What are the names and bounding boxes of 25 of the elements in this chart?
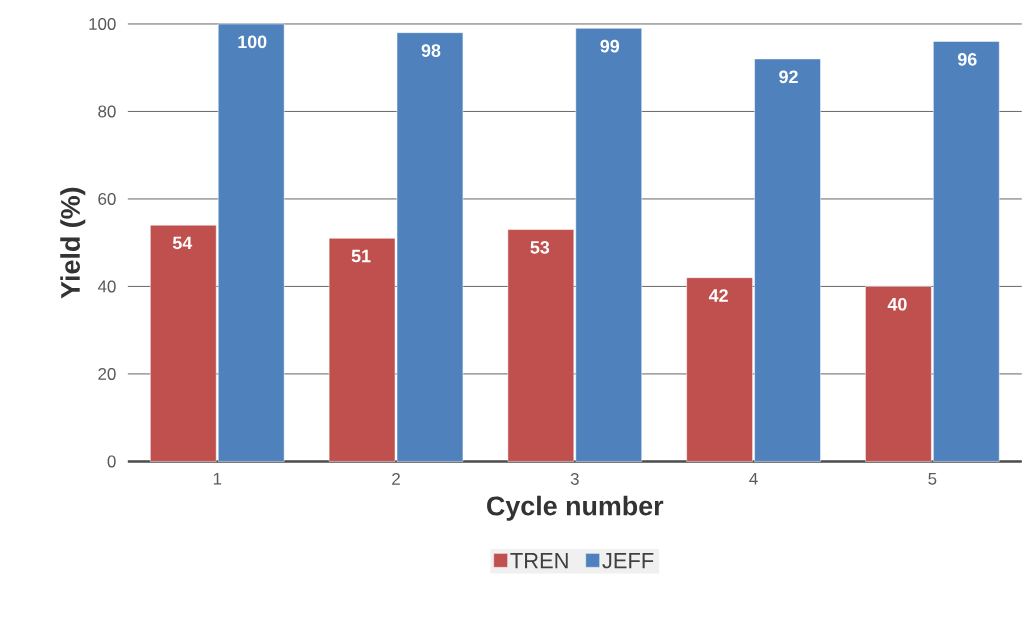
y-tick-label: 40 — [97, 280, 116, 293]
x-tick-label: 2 — [392, 472, 400, 485]
data-label: 51 — [351, 249, 371, 263]
legend-label: TREN — [510, 552, 568, 569]
legend-label: JEFF — [602, 552, 654, 569]
data-label: 96 — [957, 52, 977, 66]
data-label: 92 — [779, 70, 798, 84]
y-tick-label: 20 — [98, 367, 116, 380]
y-axis-title: Yield (%) — [60, 187, 86, 299]
x-tick-label: 3 — [570, 472, 579, 485]
data-label: 40 — [887, 297, 907, 311]
y-tick-label: 80 — [98, 105, 116, 118]
data-label: 53 — [530, 240, 550, 254]
x-axis-title: Cycle number — [487, 495, 664, 521]
x-tick-label: 1 — [213, 472, 222, 485]
data-label: 42 — [708, 289, 728, 302]
data-label: 54 — [172, 236, 193, 250]
y-tick-label: 60 — [98, 192, 116, 205]
x-tick-label: 5 — [928, 472, 937, 485]
y-tick-label: 100 — [89, 17, 116, 30]
x-tick-label: 4 — [749, 472, 758, 485]
data-label: 100 — [238, 35, 267, 49]
y-tick-label: 0 — [107, 455, 116, 468]
data-label: 98 — [421, 44, 441, 57]
data-label: 99 — [600, 39, 620, 53]
